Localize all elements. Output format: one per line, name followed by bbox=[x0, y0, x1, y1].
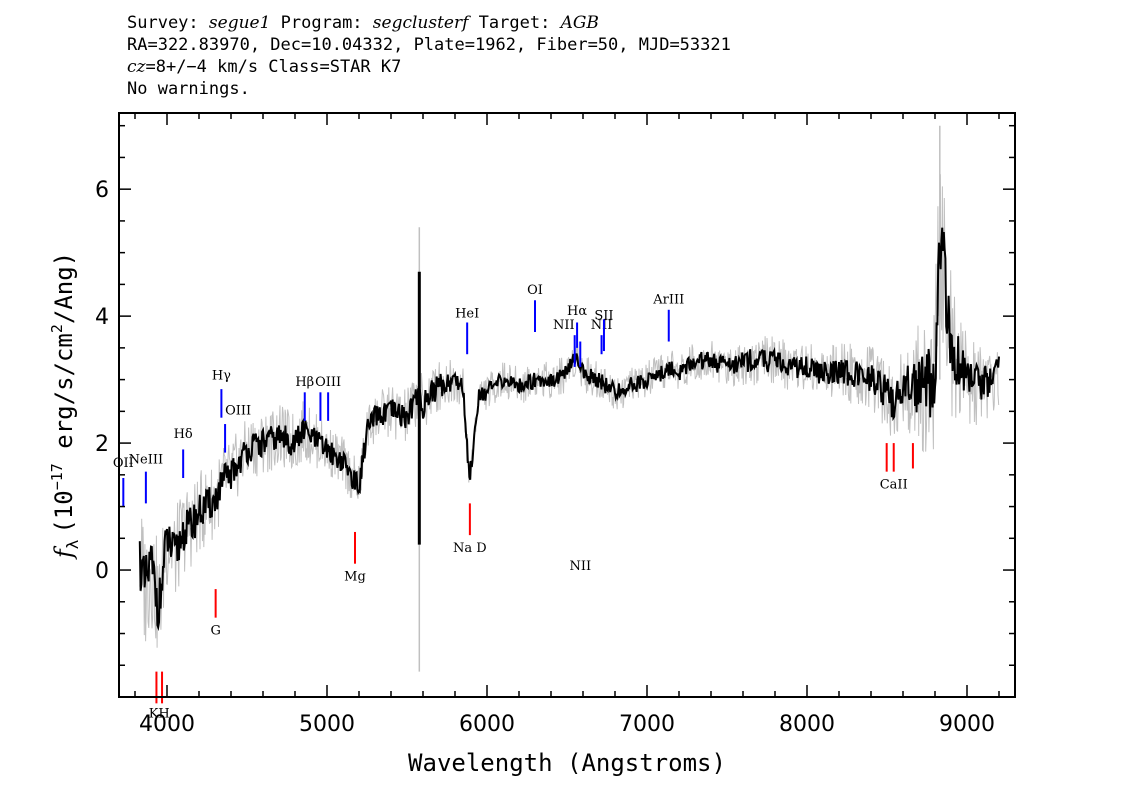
y-axis-title-pre: (10 bbox=[50, 490, 78, 533]
y-axis-title-exp2: 2 bbox=[48, 324, 66, 333]
absorption-label-g: G bbox=[210, 624, 220, 639]
header-line-redshift: cz=8+/−4 km/s Class=STAR K7 bbox=[127, 56, 731, 78]
emission-line-label-2: Hδ bbox=[174, 427, 193, 442]
spectrum-header: Survey: segue1 Program: segclusterf Targ… bbox=[127, 12, 731, 100]
x-tick-label-8000: 8000 bbox=[779, 712, 835, 737]
x-tick-label-6000: 6000 bbox=[459, 712, 515, 737]
y-axis-title-sub: λ bbox=[63, 539, 82, 549]
x-tick-label-7000: 7000 bbox=[619, 712, 675, 737]
y-axis-title: fλ(10−17 erg/s/cm2/Ang) bbox=[48, 252, 82, 560]
header-line-coords: RA=322.83970, Dec=10.04332, Plate=1962, … bbox=[127, 35, 731, 55]
error-band-layer bbox=[139, 125, 1000, 672]
y-tick-label-4: 4 bbox=[95, 305, 109, 330]
survey-value: segue1 bbox=[208, 13, 271, 33]
plot-frame bbox=[118, 112, 1016, 698]
emission-line-label-1: NeIII bbox=[129, 452, 163, 467]
y-axis-title-exp1: −17 bbox=[48, 463, 66, 490]
flux-layer bbox=[138, 227, 1000, 632]
header-line-survey: Survey: segue1 Program: segclusterf Targ… bbox=[127, 12, 731, 34]
x-tick-label-9000: 9000 bbox=[939, 712, 995, 737]
y-tick-label-0: 0 bbox=[95, 559, 109, 584]
survey-label: Survey: bbox=[127, 13, 199, 33]
target-label: Target: bbox=[478, 13, 551, 33]
cz-symbol: cz bbox=[127, 57, 146, 77]
y-axis-title-mid: erg/s/cm bbox=[50, 333, 78, 463]
program-label: Program: bbox=[280, 13, 363, 33]
axis-ticks-layer: 4000 5000 6000 7000 8000 9000 0 2 4 6 bbox=[95, 113, 1015, 737]
emission-line-label-11: Hα bbox=[567, 304, 587, 319]
y-tick-label-6: 6 bbox=[95, 178, 109, 203]
emission-line-label-8: HeI bbox=[455, 306, 479, 321]
emission-line-label-13: NII bbox=[591, 318, 613, 333]
emission-line-label-7: OIII bbox=[315, 375, 341, 390]
y-axis-title-post: /Ang) bbox=[50, 252, 78, 324]
y-tick-label-2: 2 bbox=[95, 432, 109, 457]
emission-line-label-10: NII bbox=[553, 318, 575, 333]
emission-line-label-12: NII bbox=[569, 559, 591, 574]
emission-line-label-5: Hβ bbox=[295, 375, 314, 390]
header-line-warnings: No warnings. bbox=[127, 79, 250, 99]
emission-line-label-9: OI bbox=[527, 283, 543, 298]
absorption-label-caii: CaII bbox=[880, 478, 908, 493]
emission-line-label-3: Hγ bbox=[212, 369, 231, 384]
error-band-series bbox=[139, 174, 1000, 648]
x-tick-label-4000: 4000 bbox=[139, 712, 195, 737]
cz-value: =8+/−4 km/s Class=STAR K7 bbox=[145, 57, 402, 77]
x-tick-label-5000: 5000 bbox=[299, 712, 355, 737]
emission-line-label-4: OIII bbox=[225, 404, 251, 419]
flux-series bbox=[138, 227, 1000, 632]
absorption-label-kh: KH bbox=[149, 706, 170, 721]
program-value: segclusterf bbox=[372, 13, 469, 33]
absorption-label-mg: Mg bbox=[344, 570, 366, 585]
emission-line-label-14: SII bbox=[594, 308, 613, 323]
absorption-label-na-d: Na D bbox=[453, 541, 487, 556]
emission-line-label-15: ArIII bbox=[652, 292, 684, 307]
target-value: AGB bbox=[560, 13, 599, 33]
x-axis-title: Wavelength (Angstroms) bbox=[408, 749, 726, 777]
